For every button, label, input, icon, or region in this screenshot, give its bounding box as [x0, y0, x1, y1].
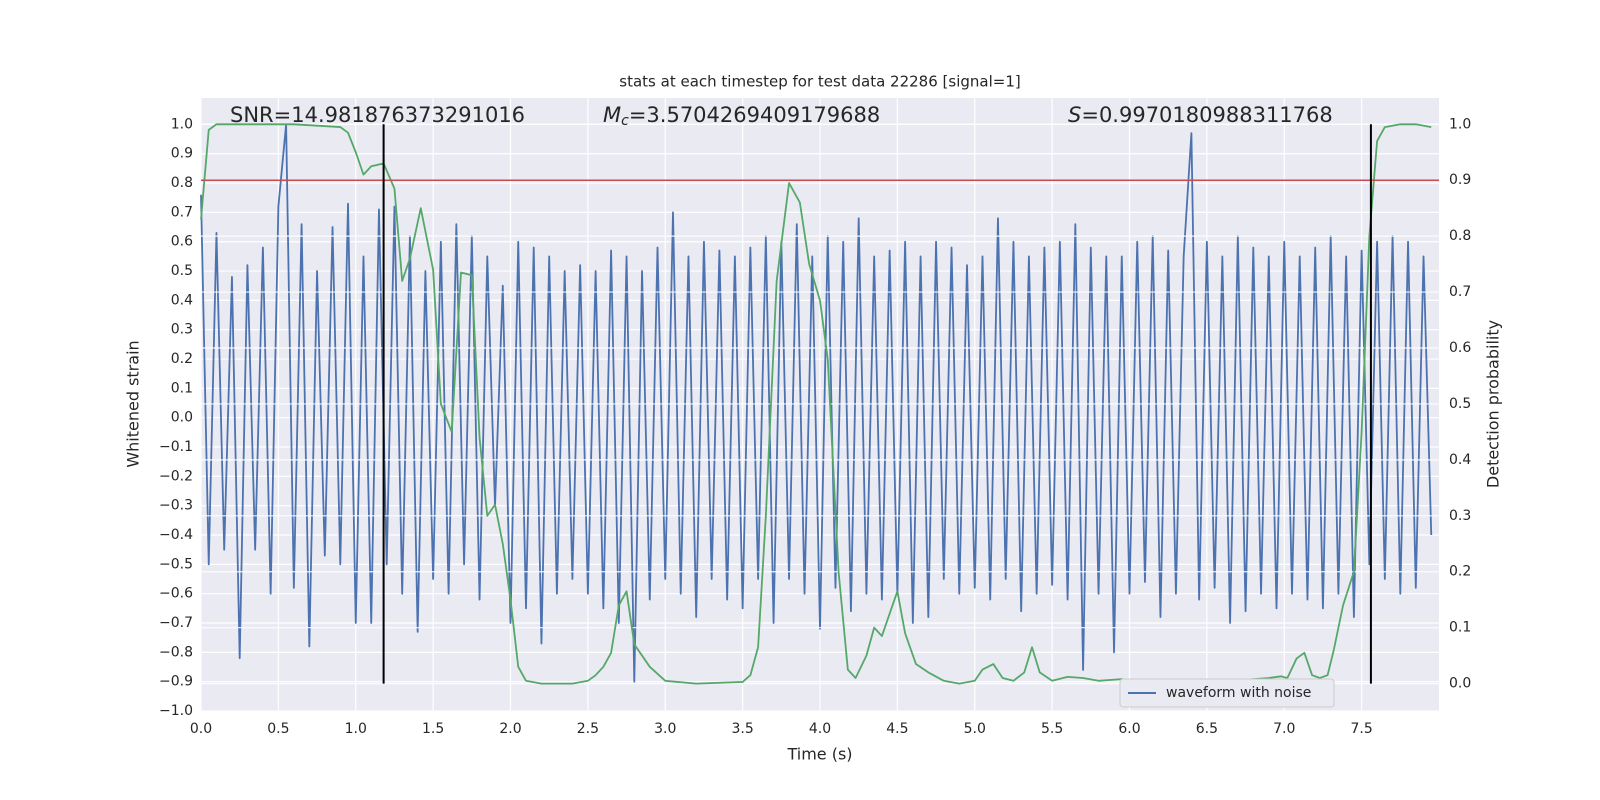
x-tick-label: 7.5 [1350, 721, 1372, 737]
y-tick-label: −1.0 [159, 703, 193, 719]
y2-tick-label: 0.5 [1449, 396, 1471, 412]
y2-tick-label: 0.3 [1449, 508, 1471, 524]
x-tick-label: 1.5 [422, 721, 444, 737]
y-tick-label: 0.7 [171, 204, 193, 220]
y2-tick-label: 0.1 [1449, 620, 1471, 636]
x-tick-label: 4.5 [886, 721, 908, 737]
y2-tick-label: 0.9 [1449, 172, 1471, 188]
y-tick-label: 0.3 [171, 322, 193, 338]
annotation-text: =3.5704269409179688 [629, 103, 880, 127]
y2-tick-label: 0.6 [1449, 340, 1471, 356]
annotation: S=0.9970180988311768 [1068, 103, 1333, 127]
y-tick-label: −0.4 [159, 527, 193, 543]
x-tick-label: 0.5 [267, 721, 289, 737]
y-axis-label: Whitened strain [124, 340, 143, 467]
x-tick-label: 6.0 [1118, 721, 1140, 737]
y-tick-label: 0.8 [171, 175, 193, 191]
y-tick-label: 1.0 [171, 116, 193, 132]
y-tick-label: −0.2 [159, 468, 193, 484]
y2-tick-label: 0.7 [1449, 284, 1471, 300]
y-tick-label: 0.9 [171, 146, 193, 162]
x-tick-label: 2.0 [499, 721, 521, 737]
y2-tick-label: 0.4 [1449, 452, 1471, 468]
annotation: SNR=14.981876373291016 [230, 103, 525, 127]
legend-label: waveform with noise [1166, 685, 1311, 701]
legend-box [1119, 678, 1335, 708]
data-line [200, 123, 1433, 683]
y-tick-label: −0.3 [159, 498, 193, 514]
y2-tick-label: 0.8 [1449, 228, 1471, 244]
x-axis-label: Time (s) [786, 745, 852, 764]
y2-tick-label: 0.0 [1449, 676, 1471, 692]
annotation-text: SNR=14.981876373291016 [230, 103, 525, 127]
annotation-symbol: S [1068, 103, 1081, 127]
x-tick-label: 6.5 [1196, 721, 1218, 737]
annotation-symbol: M [603, 103, 621, 127]
y-tick-label: −0.7 [159, 615, 193, 631]
x-tick-label: 0.0 [190, 721, 212, 737]
y-tick-label: 0.2 [171, 351, 193, 367]
y2-axis-label: Detection probability [1484, 320, 1503, 488]
y-tick-label: −0.8 [159, 644, 193, 660]
x-tick-label: 5.0 [964, 721, 986, 737]
annotation-text: =0.9970180988311768 [1081, 103, 1332, 127]
chart-title: stats at each timestep for test data 222… [619, 73, 1020, 91]
x-tick-label: 3.0 [654, 721, 676, 737]
y-tick-label: 0.0 [171, 410, 193, 426]
y-tick-label: −0.5 [159, 556, 193, 572]
y2-tick-label: 1.0 [1449, 116, 1471, 132]
x-tick-label: 4.0 [809, 721, 831, 737]
y-tick-label: 0.4 [171, 292, 193, 308]
y-tick-label: 0.6 [171, 234, 193, 250]
annotation: Mc=3.5704269409179688 [603, 103, 880, 129]
x-tick-label: 2.5 [577, 721, 599, 737]
y2-tick-label: 0.2 [1449, 564, 1471, 580]
x-tick-label: 1.0 [345, 721, 367, 737]
y-tick-label: 0.1 [171, 380, 193, 396]
y-tick-label: −0.6 [159, 586, 193, 602]
y-tick-label: −0.9 [159, 674, 193, 690]
y-tick-label: 0.5 [171, 263, 193, 279]
annotation-subscript: c [621, 113, 629, 129]
legend: waveform with noise [1119, 678, 1335, 708]
x-tick-label: 3.5 [731, 721, 753, 737]
x-tick-label: 7.0 [1273, 721, 1295, 737]
x-tick-label: 5.5 [1041, 721, 1063, 737]
data-line [200, 123, 1432, 685]
y-tick-label: −0.1 [159, 439, 193, 455]
